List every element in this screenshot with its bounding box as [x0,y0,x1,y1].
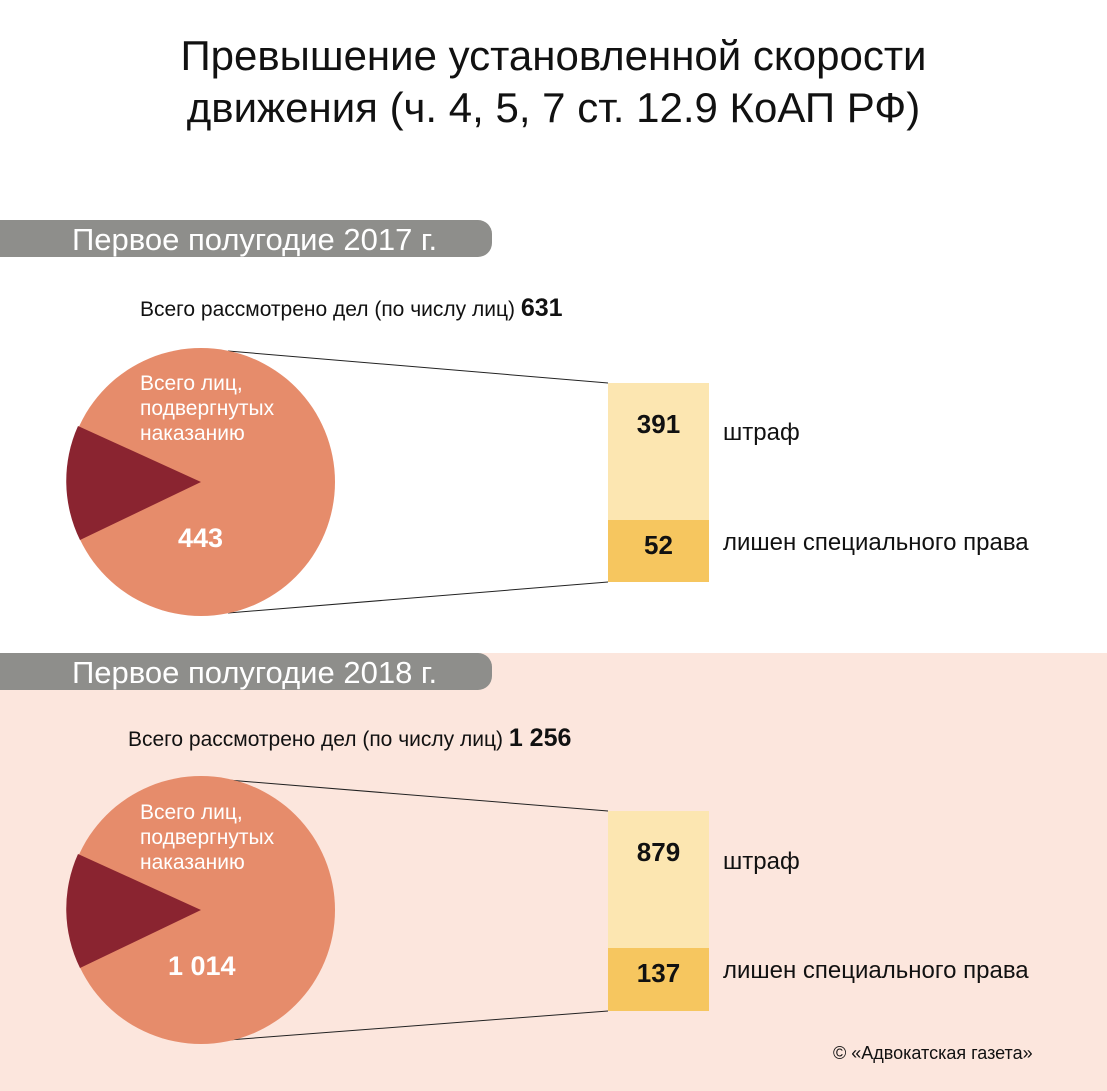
bar-value-fine: 391 [636,409,681,439]
copyright: © «Адвокатская газета» [833,1043,1033,1063]
bar-label-deprived: лишен специального права [723,957,1029,984]
total-cases-value: 631 [520,294,563,322]
bar-segment-fine [608,811,709,948]
connector-top [227,779,609,812]
pie-caption-line: Всего лиц, [140,801,243,824]
total-cases-line: Всего рассмотрено дел (по числу лиц) 631 [140,295,563,323]
pie-value: 1 014 [168,951,236,981]
total-cases-line: Всего рассмотрено дел (по числу лиц) 1 2… [128,725,571,753]
connector-bottom [227,581,609,614]
period-tab: Первое полугодие 2018 г. [0,653,492,690]
bar-value-fine: 879 [636,837,681,867]
period-label: Первое полугодие 2017 г. [72,222,438,257]
bar-value-deprived: 52 [644,530,673,560]
section-2017: Первое полугодие 2017 г. Всего рассмотре… [0,220,1107,640]
total-cases-text: Всего рассмотрено дел (по числу лиц) [128,728,503,751]
pie-slice [66,854,201,968]
pie-caption-line: подвергнутых [140,826,275,849]
bar-segment-deprived [608,520,709,582]
pie-caption-line: наказанию [140,422,245,445]
title-line-2: движения (ч. 4, 5, 7 ст. 12.9 КоАП РФ) [186,84,921,131]
bar-value-deprived: 137 [636,958,681,988]
pie-bar-chart [66,776,709,1044]
total-cases-value: 1 256 [508,724,572,752]
pie-caption: Всего лиц, подвергнутых наказанию [140,800,340,875]
connector-top [227,350,609,384]
title-line-1: Превышение установленной скорости [180,32,927,79]
pie-caption-line: наказанию [140,851,245,874]
period-label: Первое полугодие 2018 г. [72,655,438,690]
section-2018: Первое полугодие 2018 г. Всего рассмотре… [0,653,1107,1091]
pie-caption: Всего лиц, подвергнутых наказанию [140,371,340,446]
total-cases-text: Всего рассмотрено дел (по числу лиц) [140,298,515,321]
pie-bar-chart [66,348,709,616]
chart-title: Превышение установленной скорости движен… [0,30,1107,134]
bar-label-fine: штраф [723,848,800,875]
pie-slice [66,426,201,540]
connector-bottom [227,1010,609,1041]
bar-segment-fine [608,383,709,520]
bar-label-deprived: лишен специального права [723,529,1029,556]
pie-caption-line: подвергнутых [140,397,275,420]
pie-caption-line: Всего лиц, [140,372,243,395]
bar-segment-deprived [608,948,709,1011]
pie-value: 443 [178,523,224,553]
period-tab: Первое полугодие 2017 г. [0,220,492,257]
bar-label-fine: штраф [723,419,800,446]
